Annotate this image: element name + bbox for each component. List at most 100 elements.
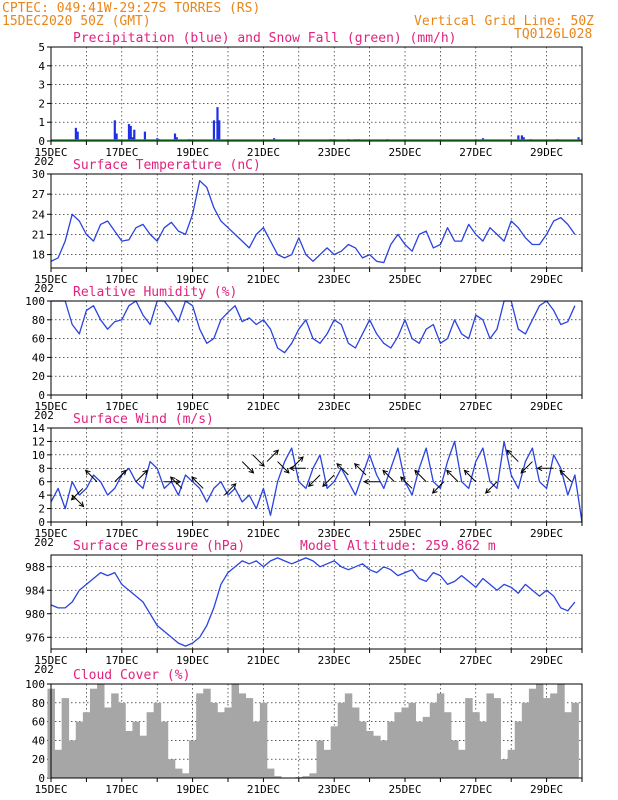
clipped-year-label: 202 — [34, 155, 54, 168]
x-tick-label: 17DEC — [105, 654, 138, 667]
cloud-cover-bar — [309, 773, 317, 778]
cloud-cover-bar — [252, 721, 261, 778]
wind-arrow-head — [322, 481, 328, 488]
x-tick-label: 19DEC — [176, 527, 209, 540]
wind-frame — [50, 427, 583, 523]
humidity-frame — [50, 300, 583, 396]
x-tick-label: 29DEC — [530, 400, 563, 413]
wind-arrow — [266, 449, 279, 462]
wind-arrow-head — [484, 488, 491, 494]
humidity-line — [51, 300, 576, 354]
wind-arrow-head — [559, 469, 566, 476]
cloud-cover-bar — [479, 721, 487, 778]
cloud-cover-bar — [196, 693, 204, 778]
y-tick-label: 2 — [38, 97, 45, 110]
wind-arrow-head — [121, 469, 127, 476]
cloud-cover-bar — [316, 740, 324, 778]
y-tick-label: 100 — [25, 295, 45, 308]
x-tick-label: 23DEC — [318, 654, 351, 667]
precip-bar — [216, 107, 219, 141]
cloud-cover-bar — [514, 721, 523, 778]
wind-arrow-head — [400, 476, 406, 483]
cloud-cover-bar — [543, 698, 551, 778]
cloud-cover-bar — [259, 702, 268, 778]
wind-arrow-head — [307, 481, 314, 488]
precip-bar — [212, 120, 216, 141]
wind-arrow — [432, 481, 445, 494]
wind-arrow — [277, 461, 290, 474]
x-tick-label: 19DEC — [176, 146, 209, 159]
y-tick-label: 21 — [32, 228, 45, 241]
temperature-frame — [50, 173, 583, 269]
precip-bar — [520, 135, 524, 141]
wind-arrow — [85, 470, 98, 483]
cloud-cover-bar — [564, 712, 572, 778]
cloud-cover-bar — [245, 698, 254, 778]
y-tick-label: 976 — [25, 631, 45, 644]
x-tick-label: 17DEC — [105, 400, 138, 413]
cloud-cover-bar — [330, 726, 339, 778]
cloud-panel: Cloud Cover (%) 0 20 40 60 80 100 15DEC 17DEC 19D… — [25, 668, 583, 796]
precip-bar — [577, 137, 580, 141]
cloud-cover-bar — [493, 698, 501, 778]
precip-panel: Precipitation (blue) and Snow Fall (gree… — [34, 31, 583, 168]
cloud-cover-bar — [266, 768, 275, 778]
y-tick-label: 3 — [38, 79, 45, 92]
temperature-title: Surface Temperature (nC) — [73, 158, 261, 173]
temperature-panel: Surface Temperature (nC) 18 21 24 27 30 15DEC 1… — [32, 158, 583, 295]
x-tick-label: 19DEC — [176, 400, 209, 413]
wind-title: Surface Wind (m/s) — [73, 412, 214, 427]
cloud-cover-bar — [323, 749, 332, 778]
y-tick-label: 60 — [32, 716, 45, 729]
y-tick-label: 0 — [38, 516, 45, 529]
wind-arrow-head — [70, 494, 77, 501]
x-tick-label: 23DEC — [318, 527, 351, 540]
cloud-cover-bar — [465, 698, 473, 778]
wind-arrow-head — [463, 469, 470, 476]
cloud-cover-bar — [415, 721, 424, 778]
x-tick-label: 27DEC — [459, 527, 492, 540]
cloud-cover-bar — [337, 702, 346, 778]
cloud-cover-bar — [394, 712, 402, 778]
y-tick-label: 40 — [32, 734, 45, 747]
cloud-cover-bar — [302, 776, 310, 778]
y-tick-label: 1 — [38, 116, 45, 129]
temperature-line — [50, 180, 576, 264]
model-id: TQ0126L028 — [514, 27, 592, 42]
cloud-cover-bar — [401, 707, 409, 778]
x-tick-label: 15DEC — [34, 527, 67, 540]
cloud-cover-bar — [238, 693, 247, 778]
y-tick-label: 2 — [38, 503, 45, 516]
wind-arrow — [446, 470, 459, 483]
x-tick-label: 29DEC — [530, 783, 563, 796]
cloud-cover-bar — [160, 721, 169, 778]
cloud-cover-bar — [181, 773, 190, 778]
wind-arrow-head — [259, 461, 265, 467]
cloud-cover-bar — [231, 684, 240, 778]
cloud-cover-bar — [571, 702, 579, 778]
y-tick-label: 20 — [32, 370, 45, 383]
cloud-cover-bar — [380, 740, 388, 778]
cloud-cover-bar — [68, 740, 77, 778]
wind-arrow-head — [382, 469, 389, 476]
cloud-cover-bar — [387, 721, 395, 778]
x-tick-label: 23DEC — [318, 146, 351, 159]
wind-arrow — [170, 476, 183, 489]
y-tick-label: 980 — [25, 608, 45, 621]
x-tick-label: 17DEC — [105, 783, 138, 796]
y-tick-label: 12 — [32, 435, 45, 448]
x-tick-label: 15DEC — [34, 783, 67, 796]
precip-bar — [173, 133, 177, 141]
cloud-cover-bar — [217, 712, 225, 778]
y-tick-label: 984 — [25, 584, 45, 597]
cloud-cover-bar — [75, 721, 84, 778]
x-tick-label: 27DEC — [459, 273, 492, 286]
precip-bar — [143, 131, 147, 141]
wind-arrow — [464, 470, 477, 483]
cloud-cover-bar — [429, 702, 438, 778]
humidity-title: Relative Humidity (%) — [73, 285, 237, 300]
cloud-cover-bar — [111, 693, 119, 778]
wind-arrow-head — [446, 469, 452, 476]
cloud-cover-bar — [422, 716, 431, 778]
